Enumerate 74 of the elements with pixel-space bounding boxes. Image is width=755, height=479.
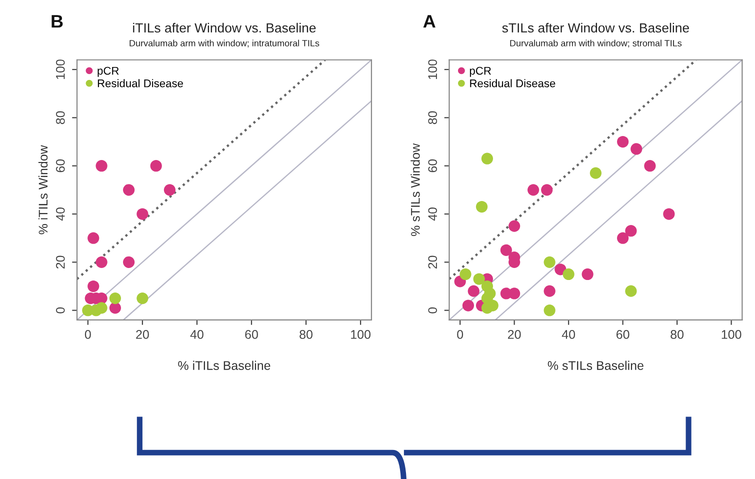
legend-label: pCR — [470, 66, 491, 77]
y-tick-label: 40 — [428, 208, 438, 221]
point — [644, 160, 656, 172]
y-tick-label: 80 — [56, 111, 65, 124]
text: B — [52, 15, 63, 28]
point — [617, 136, 629, 148]
chart-subtitle: Durvalumab arm with window; intratumoral TILs — [130, 40, 320, 48]
point — [562, 268, 574, 280]
legend-label: pCR — [98, 66, 119, 77]
y-tick-label: 80 — [428, 111, 438, 124]
point — [590, 167, 602, 179]
x-tick-label: 100 — [351, 330, 370, 339]
x-tick-label: 60 — [616, 330, 630, 339]
point — [528, 184, 540, 196]
point — [544, 304, 556, 316]
y-axis-title: % sTILs Window — [410, 143, 420, 236]
x-tick-label: 80 — [300, 330, 312, 339]
y-tick-label: 60 — [428, 159, 438, 172]
point — [460, 268, 472, 280]
legend-label: Residual Disease — [470, 79, 556, 88]
x-axis-title: % sTILs Baseline — [548, 360, 644, 370]
point — [109, 292, 121, 304]
point — [88, 280, 100, 292]
y-axis-title: % iTILs Window — [38, 145, 48, 234]
x-tick-label: 20 — [136, 330, 149, 339]
y-tick-label: 0 — [56, 307, 65, 314]
point — [544, 256, 556, 268]
x-tick-label: 40 — [190, 330, 204, 339]
point — [164, 184, 176, 196]
y-tick-label: 100 — [56, 60, 65, 79]
point — [88, 232, 100, 244]
y-tick-label: 20 — [428, 256, 438, 268]
point — [541, 184, 553, 196]
point — [508, 220, 520, 232]
y-tick-label: 40 — [56, 208, 65, 221]
point — [123, 256, 135, 268]
point — [96, 160, 108, 172]
point — [136, 292, 148, 304]
x-tick-label: 0 — [457, 330, 464, 339]
point — [136, 208, 148, 220]
x-tick-label: 80 — [670, 330, 684, 339]
point — [508, 288, 520, 300]
x-axis-title: % iTILs Baseline — [178, 360, 270, 370]
y-tick-label: 100 — [428, 60, 438, 79]
point — [544, 285, 556, 297]
point — [625, 285, 637, 297]
chart-title: sTILs after Window vs. Baseline — [502, 22, 689, 33]
point — [150, 160, 162, 172]
point — [473, 273, 485, 285]
chart-title: iTILs after Window vs. Baseline — [133, 22, 316, 33]
point — [500, 244, 512, 256]
point — [462, 300, 474, 312]
x-tick-label: 0 — [84, 330, 91, 339]
chart-subtitle: Durvalumab arm with window; stromal TILs — [510, 40, 682, 48]
y-tick-label: 60 — [56, 159, 65, 172]
x-tick-label: 100 — [722, 330, 742, 339]
point — [582, 268, 594, 280]
x-tick-label: 40 — [562, 330, 576, 339]
point — [123, 184, 135, 196]
text: A — [423, 15, 436, 28]
point — [96, 256, 108, 268]
y-tick-label: 0 — [428, 307, 438, 314]
y-tick-label: 20 — [56, 256, 65, 268]
point — [630, 143, 642, 155]
point — [468, 285, 480, 297]
point — [481, 152, 494, 164]
point — [109, 302, 121, 314]
x-tick-label: 60 — [245, 330, 258, 339]
legend-label: Residual Disease — [98, 79, 183, 88]
point — [663, 208, 675, 220]
point — [476, 200, 488, 213]
x-tick-label: 20 — [508, 330, 521, 339]
point — [617, 232, 629, 244]
point — [625, 225, 637, 237]
